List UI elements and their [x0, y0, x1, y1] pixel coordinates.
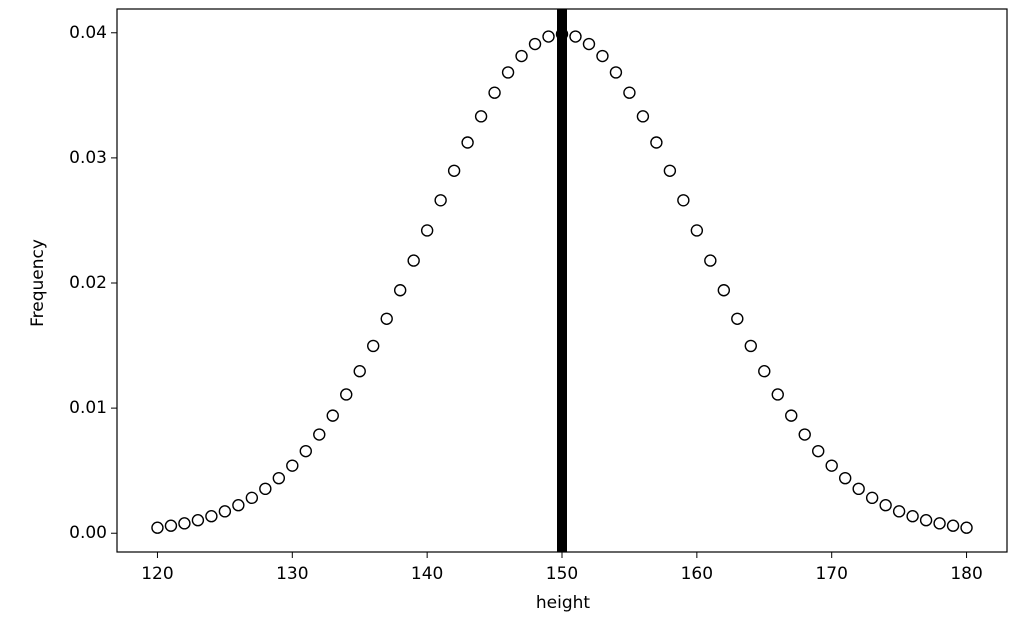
- point: [434, 194, 447, 207]
- x-tick-label: 150: [546, 564, 578, 584]
- point: [178, 517, 191, 530]
- point: [960, 521, 973, 534]
- point: [569, 30, 582, 43]
- point: [299, 444, 312, 458]
- y-axis-label: Frequency: [28, 239, 48, 327]
- point: [865, 491, 879, 505]
- point: [259, 482, 272, 496]
- point: [367, 339, 380, 353]
- point: [528, 37, 542, 51]
- point: [690, 224, 704, 237]
- point: [205, 510, 218, 523]
- y-tick-label: 0.01: [69, 398, 107, 418]
- point: [542, 30, 555, 43]
- point: [393, 284, 407, 297]
- y-tick-label: 0.04: [69, 23, 107, 43]
- point: [232, 499, 245, 512]
- point: [852, 482, 865, 496]
- point: [892, 505, 906, 518]
- point: [663, 164, 677, 177]
- y-tick-label: 0.02: [69, 273, 107, 293]
- x-tick-label: 120: [141, 564, 173, 584]
- point: [812, 444, 825, 458]
- point: [420, 224, 434, 237]
- point: [596, 49, 609, 63]
- point: [474, 110, 488, 123]
- point: [744, 339, 757, 353]
- point: [582, 37, 596, 51]
- point: [326, 409, 339, 422]
- x-tick-label: 170: [815, 564, 847, 584]
- point: [245, 491, 259, 505]
- point: [218, 505, 232, 518]
- x-axis-label: height: [536, 593, 591, 613]
- point: [380, 312, 393, 325]
- plot-frame: [116, 8, 1008, 553]
- point: [461, 136, 474, 149]
- point: [407, 254, 420, 267]
- point: [340, 388, 353, 401]
- x-tick-label: 130: [276, 564, 308, 584]
- point: [272, 471, 286, 485]
- point: [650, 136, 663, 149]
- point: [623, 86, 636, 99]
- x-tick-label: 180: [950, 564, 982, 584]
- point: [191, 514, 205, 527]
- point: [825, 459, 838, 472]
- point: [771, 388, 784, 401]
- point: [677, 194, 690, 207]
- point: [353, 365, 366, 378]
- point: [798, 428, 811, 441]
- point: [636, 110, 650, 123]
- point: [488, 86, 501, 99]
- y-tick-label: 0.00: [69, 523, 107, 543]
- point: [785, 409, 798, 422]
- point: [946, 519, 960, 532]
- point: [609, 66, 623, 79]
- point: [919, 514, 933, 527]
- point: [501, 66, 515, 79]
- point: [704, 254, 717, 267]
- x-tick-label: 140: [411, 564, 443, 584]
- point: [447, 164, 461, 177]
- point: [286, 459, 299, 472]
- x-tick-label: 160: [681, 564, 713, 584]
- point: [758, 365, 771, 378]
- point: [879, 499, 892, 512]
- point: [933, 517, 946, 530]
- point: [515, 49, 528, 63]
- point: [731, 312, 744, 325]
- y-tick-label: 0.03: [69, 148, 107, 168]
- point: [313, 428, 326, 441]
- point: [717, 284, 731, 297]
- point: [838, 471, 852, 485]
- point: [151, 521, 164, 534]
- point: [164, 519, 178, 532]
- point: [906, 510, 919, 523]
